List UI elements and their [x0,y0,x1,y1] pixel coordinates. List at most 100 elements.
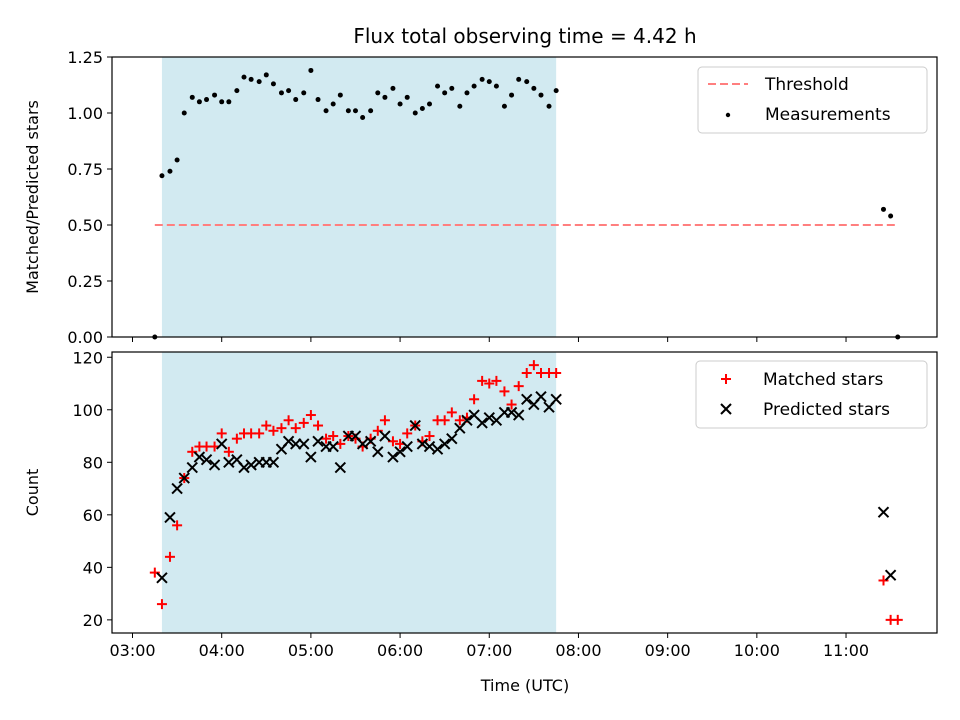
measurement-point [435,83,441,89]
measurement-point [457,103,463,109]
x-tick-label: 04:00 [199,641,245,660]
measurement-point [212,92,218,98]
matched-star-point [379,415,390,426]
predicted-star-point [208,459,221,471]
predicted-star-point [334,461,347,474]
predicted-star-point [267,456,280,469]
measurement-point [204,97,210,103]
count-series [149,360,903,625]
measurement-point [263,72,269,78]
measurement-point [270,81,276,87]
predicted-star-point [312,435,324,447]
measurement-point [442,90,448,96]
predicted-star-point [282,435,295,447]
predicted-star-point [512,409,525,421]
matched-star-point [283,415,294,426]
matched-star-point [328,431,339,442]
ratio-legend: Threshold Measurements [697,66,928,134]
measurement-point [397,101,403,107]
y-tick-label: 120 [72,348,103,367]
legend-matched-label: Matched stars [763,370,883,390]
measurement-point [449,85,455,91]
matched-star-point [172,520,183,531]
count-x-axis: 03:00 04:00 05:00 06:00 07:00 08:00 09:00 10:00… [109,633,869,660]
predicted-star-point [446,432,458,445]
x-tick-label: 06:00 [377,641,423,660]
matched-star-point [298,417,309,428]
measurement-point [390,85,396,91]
measurement-point [234,88,240,94]
predicted-star-point [505,406,518,419]
predicted-star-point [877,506,890,518]
observing-window-shade-bottom [161,352,557,633]
count-legend: Matched stars Predicted stars [695,360,928,429]
measurement-point [479,76,485,82]
matched-star-point [164,551,175,562]
measurement-point [546,103,552,109]
x-tick-label: 03:00 [109,641,155,660]
measurement-point [256,79,262,85]
ratio-x-axis [132,337,847,342]
matched-star-point [878,575,889,586]
predicted-star-point [186,461,198,474]
measurement-point [181,110,187,116]
matched-star-point [446,407,457,418]
measurement-point [301,90,307,96]
matched-star-point [402,428,413,439]
measurement-point [167,168,173,174]
matched-star-point [551,368,562,379]
matched-star-point [521,368,532,379]
measurement-point [516,76,522,82]
measurement-point [464,90,470,96]
measurement-point [368,108,374,114]
y-tick-label: 1.00 [67,104,103,123]
matched-star-point [231,433,242,444]
predicted-star-point [238,461,250,474]
y-tick-label: 1.25 [67,48,103,67]
matched-star-point [149,567,160,578]
x-tick-label: 09:00 [645,641,691,660]
predicted-star-point [394,446,406,458]
measurement-point [360,114,366,120]
x-tick-label: 11:00 [823,641,869,660]
matched-star-point [156,599,167,610]
predicted-star-point [372,446,384,458]
legend-threshold-label: Threshold [764,75,849,95]
count-plot-frame [111,351,938,634]
observing-window-shade-top [161,57,557,337]
ratio-y-axis-label: Matched/Predicted stars [23,100,42,294]
predicted-star-point [884,569,897,581]
predicted-star-point [387,451,399,463]
measurement-point [404,94,410,100]
legend-predicted-label: Predicted stars [763,400,890,420]
legend-box [697,66,928,134]
measurement-point [427,101,433,107]
matched-star-point [223,446,234,457]
measurement-point [524,79,530,85]
predicted-star-point [416,438,429,450]
predicted-star-point [476,417,488,429]
predicted-star-point [223,456,235,469]
matched-star-point [477,375,488,386]
predicted-star-point [305,451,317,463]
x-tick-label: 10:00 [734,641,780,660]
y-tick-label: 0.75 [67,160,103,179]
predicted-star-point [327,440,339,453]
measurement-point [538,92,544,98]
predicted-star-point [438,438,451,450]
predicted-star-point [200,453,213,466]
measurement-point [337,92,343,98]
measurement-point [509,92,515,98]
predicted-star-point [483,411,495,424]
matched-star-point [290,423,301,434]
matched-star-point [261,420,272,431]
legend-measurements-label: Measurements [765,105,891,125]
measurement-point [501,103,507,109]
matched-star-point [491,375,502,386]
count-y-axis: 20 40 60 80 100 120 [72,348,112,630]
measurement-point [345,108,351,114]
matched-star-point [372,425,383,436]
predicted-star-point [215,438,228,450]
legend-predicted-swatch [720,403,732,415]
